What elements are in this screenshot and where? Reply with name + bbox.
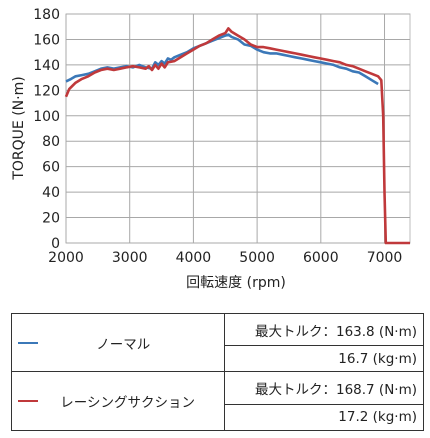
x-tick-label: 6000: [303, 250, 339, 266]
x-tick-label: 7000: [367, 250, 403, 266]
series-cell-normal: ノーマル: [11, 312, 225, 373]
legend-swatch-normal: [18, 341, 38, 344]
y-tick-label: 80: [42, 134, 60, 150]
legend-label-normal: ノーマル: [96, 336, 151, 353]
x-tick-labels: 2000 3000 4000 5000 6000 7000: [48, 250, 402, 266]
legend-table: ノーマル 最大トルク：163.8 (N·m) 16.7 (kg·m) レーシング…: [11, 312, 424, 432]
legend-swatch-racing: [18, 400, 38, 403]
y-tick-label: 60: [42, 160, 60, 176]
max-torque-kgm-normal: 16.7 (kg·m): [224, 345, 424, 373]
y-tick-label: 160: [33, 32, 60, 48]
legend-row-normal: ノーマル 最大トルク：163.8 (N·m): [11, 312, 424, 373]
series-lines: [64, 27, 410, 245]
y-axis-title: TORQUE (N·m): [11, 76, 27, 180]
y-tick-label: 100: [33, 109, 60, 125]
max-torque-kgm-racing: 17.2 (kg·m): [224, 403, 424, 432]
series-cell-racing: レーシングサクション: [11, 371, 225, 431]
y-tick-label: 140: [33, 58, 60, 74]
max-torque-nm-racing: 最大トルク：168.7 (N·m): [224, 371, 424, 405]
gridlines: [65, 13, 410, 244]
legend-label-racing: レーシングサクション: [60, 395, 196, 412]
y-tick-label: 0: [51, 236, 60, 252]
plot-area: [65, 13, 411, 244]
x-tick-label: 4000: [176, 250, 212, 266]
x-axis-title: 回転速度 (rpm): [186, 275, 286, 290]
y-tick-label: 20: [42, 211, 60, 227]
max-torque-nm-normal: 最大トルク：163.8 (N·m): [224, 312, 424, 347]
y-tick-label: 120: [33, 83, 60, 99]
y-tick-labels: 0 20 40 60 80 100 120 140 160 180: [33, 7, 60, 252]
legend-row-racing-kgm: 17.2 (kg·m): [12, 403, 424, 432]
legend-row-normal-kgm: 16.7 (kg·m): [12, 345, 424, 373]
legend-row-racing: レーシングサクション 最大トルク：168.7 (N·m): [11, 371, 424, 431]
x-tick-label: 3000: [112, 250, 148, 266]
x-tick-label: 2000: [48, 250, 84, 266]
x-tick-label: 5000: [239, 250, 275, 266]
series-line-racing-suction: [64, 27, 410, 245]
torque-chart: 0 20 40 60 80 100 120 140 160 180 2000 3000 4000 500…: [11, 7, 411, 290]
y-tick-label: 40: [42, 185, 60, 201]
y-tick-label: 180: [33, 7, 60, 23]
